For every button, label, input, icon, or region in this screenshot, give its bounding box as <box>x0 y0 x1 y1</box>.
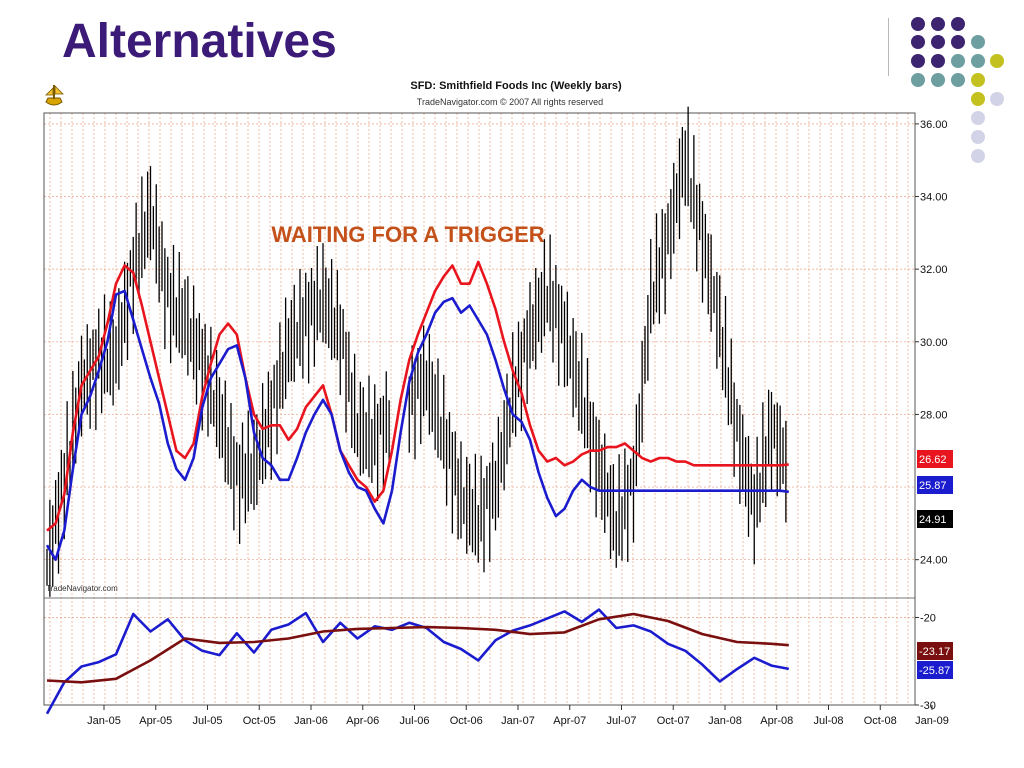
chart-title: SFD: Smithfield Foods Inc (Weekly bars) <box>410 80 622 92</box>
watermark-label: TradeNavigator.com <box>46 584 118 593</box>
moving-average-line <box>390 296 789 518</box>
y-tick-label: -20 <box>920 613 936 625</box>
header-divider <box>888 18 889 76</box>
value-badge-label: 25.87 <box>919 480 947 492</box>
value-badge-label: 26.62 <box>919 454 947 466</box>
moving-average-line <box>45 289 394 561</box>
slide-title: Alternatives <box>62 15 337 68</box>
y-tick-label: 34.00 <box>920 192 948 204</box>
x-tick-label: Jan-07 <box>501 715 535 727</box>
y-tick-label: 24.00 <box>920 555 948 567</box>
y-tick-label: 36.00 <box>920 119 948 131</box>
y-tick-label: -30 <box>920 700 936 712</box>
value-badge <box>917 510 953 528</box>
indicator-line <box>46 612 789 684</box>
x-tick-label: Jan-05 <box>87 715 121 727</box>
x-tick-label: Oct-07 <box>657 715 690 727</box>
plot-frame <box>43 112 916 706</box>
chart-grid <box>44 113 915 706</box>
x-tick-label: Jul-07 <box>607 715 637 727</box>
last-value-badges: 26.62 25.87 24.91 -23.17 -25.87 <box>917 450 953 679</box>
waiting-annotation: WAITING FOR A TRIGGER <box>271 222 544 247</box>
x-tick-label: Oct-06 <box>450 715 483 727</box>
x-tick-label: Apr-07 <box>553 715 586 727</box>
x-tick-label: Jul-05 <box>193 715 223 727</box>
x-tick-label: Jul-08 <box>814 715 844 727</box>
y-tick-label: 32.00 <box>920 264 948 276</box>
x-axis: Jan-05 Apr-05 Jul-05 Oct-05 Jan-06 Apr-06 Jul-… <box>87 705 949 727</box>
value-badge <box>917 450 953 468</box>
indicator-line <box>45 608 790 715</box>
y-tick-label: 30.00 <box>920 337 948 349</box>
x-tick-label: Jan-09 <box>915 715 949 727</box>
x-tick-label: Oct-05 <box>243 715 276 727</box>
value-badge <box>917 661 953 679</box>
x-tick-label: Jul-06 <box>400 715 430 727</box>
y-tick-label: 28.00 <box>920 409 948 421</box>
x-tick-label: Apr-06 <box>346 715 379 727</box>
value-badge <box>917 642 953 660</box>
x-tick-label: Jan-08 <box>708 715 742 727</box>
indicator-lines <box>45 608 790 715</box>
price-lines <box>45 260 789 561</box>
x-tick-label: Jan-06 <box>294 715 328 727</box>
moving-average-line <box>390 260 789 467</box>
tradenavigator-logo-icon <box>45 85 64 106</box>
y-axis: 36.00 34.00 32.00 30.00 28.00 24.00 -20 -30 <box>915 119 948 712</box>
x-tick-label: Apr-05 <box>139 715 172 727</box>
value-badge-label: -23.17 <box>919 646 950 658</box>
chart-subtitle: TradeNavigator.com © 2007 All rights res… <box>417 97 603 107</box>
value-badge-label: -25.87 <box>919 665 950 677</box>
price-bars <box>46 106 787 597</box>
x-tick-label: Apr-08 <box>760 715 793 727</box>
value-badge-label: 24.91 <box>919 514 947 526</box>
value-badge <box>917 476 953 494</box>
x-tick-label: Oct-08 <box>864 715 897 727</box>
